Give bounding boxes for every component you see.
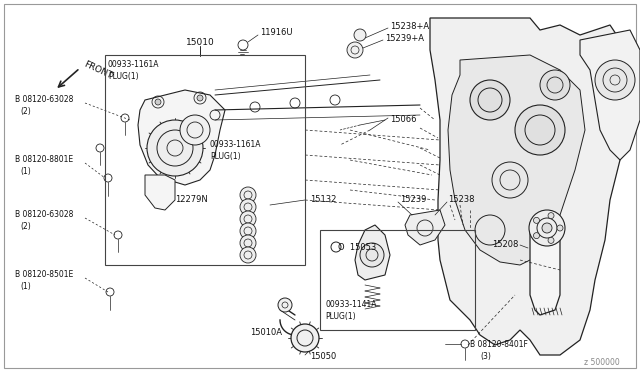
Text: PLUG(1): PLUG(1) xyxy=(325,312,356,321)
Circle shape xyxy=(534,217,540,223)
Circle shape xyxy=(240,235,256,251)
Text: FRONT: FRONT xyxy=(82,60,113,81)
Circle shape xyxy=(515,105,565,155)
Bar xyxy=(105,55,305,265)
Text: 15208: 15208 xyxy=(492,240,518,249)
Circle shape xyxy=(534,232,540,239)
Text: 00933-1161A: 00933-1161A xyxy=(210,140,262,149)
Text: B 08120-8801E: B 08120-8801E xyxy=(15,155,73,164)
Text: 00933-1161A: 00933-1161A xyxy=(108,60,159,69)
Circle shape xyxy=(548,213,554,219)
Text: B 08120-63028: B 08120-63028 xyxy=(15,210,74,219)
Text: 15239: 15239 xyxy=(400,195,426,204)
Circle shape xyxy=(147,120,203,176)
Polygon shape xyxy=(430,18,625,355)
Text: 15066: 15066 xyxy=(390,115,417,124)
Text: 15010: 15010 xyxy=(186,38,214,47)
Circle shape xyxy=(540,70,570,100)
Circle shape xyxy=(180,115,210,145)
Text: 12279N: 12279N xyxy=(175,195,208,204)
Circle shape xyxy=(470,80,510,120)
Circle shape xyxy=(155,99,161,105)
Text: O  15053: O 15053 xyxy=(338,243,376,252)
Circle shape xyxy=(291,324,319,352)
Text: (3): (3) xyxy=(480,352,491,361)
Circle shape xyxy=(347,42,363,58)
Text: 15132: 15132 xyxy=(310,195,337,204)
Circle shape xyxy=(492,162,528,198)
Polygon shape xyxy=(405,210,445,245)
Circle shape xyxy=(548,237,554,243)
Text: 00933-1141A: 00933-1141A xyxy=(325,300,376,309)
Circle shape xyxy=(595,60,635,100)
Text: B 08120-8401F: B 08120-8401F xyxy=(470,340,528,349)
Circle shape xyxy=(240,199,256,215)
Circle shape xyxy=(529,210,565,246)
Text: (2): (2) xyxy=(20,107,31,116)
Circle shape xyxy=(240,187,256,203)
Text: (1): (1) xyxy=(20,167,31,176)
Text: z 500000: z 500000 xyxy=(584,358,620,367)
Circle shape xyxy=(360,243,384,267)
Text: 15239+A: 15239+A xyxy=(385,34,424,43)
Circle shape xyxy=(240,211,256,227)
Text: PLUG(1): PLUG(1) xyxy=(210,152,241,161)
Text: 15050: 15050 xyxy=(310,352,336,361)
Circle shape xyxy=(557,225,563,231)
Text: B 08120-8501E: B 08120-8501E xyxy=(15,270,73,279)
Text: (1): (1) xyxy=(20,282,31,291)
Text: (2): (2) xyxy=(20,222,31,231)
Circle shape xyxy=(240,247,256,263)
Text: 15238+A: 15238+A xyxy=(390,22,429,31)
Circle shape xyxy=(240,223,256,239)
Bar xyxy=(320,230,475,330)
Polygon shape xyxy=(138,90,225,185)
Polygon shape xyxy=(355,225,390,280)
Polygon shape xyxy=(530,218,560,315)
Text: 15238: 15238 xyxy=(448,195,474,204)
Text: 11916U: 11916U xyxy=(260,28,292,37)
Text: PLUG(1): PLUG(1) xyxy=(108,72,139,81)
Circle shape xyxy=(542,223,552,233)
Polygon shape xyxy=(448,55,585,265)
Circle shape xyxy=(354,29,366,41)
Circle shape xyxy=(475,215,505,245)
Text: 15010A: 15010A xyxy=(250,328,282,337)
Polygon shape xyxy=(580,30,640,160)
Circle shape xyxy=(278,298,292,312)
Text: B 08120-63028: B 08120-63028 xyxy=(15,95,74,104)
Polygon shape xyxy=(145,175,175,210)
Circle shape xyxy=(197,95,203,101)
